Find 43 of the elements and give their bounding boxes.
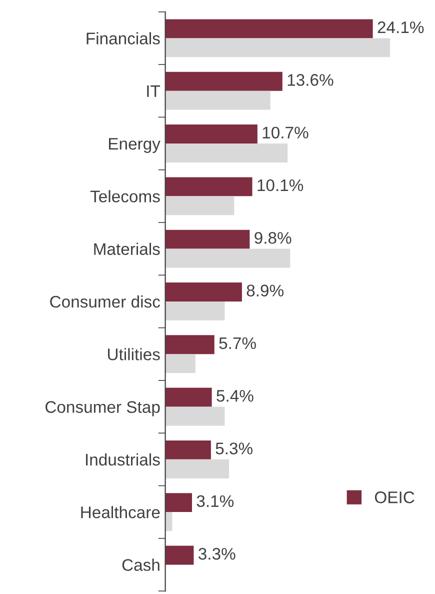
y-tick-label: Consumer disc xyxy=(50,295,160,308)
data-label: 8.9% xyxy=(246,284,284,296)
bar xyxy=(165,230,250,249)
data-label: 10.7% xyxy=(262,126,308,138)
data-label: 3.3% xyxy=(198,548,236,560)
bar xyxy=(165,38,390,58)
y-tick-label: Consumer Stap xyxy=(45,401,160,416)
data-label: 10.1% xyxy=(258,179,304,192)
bar xyxy=(165,72,282,91)
legend-label: OEIC xyxy=(374,491,414,504)
bar xyxy=(165,388,212,407)
bar xyxy=(165,196,234,216)
data-label: 13.6% xyxy=(288,74,334,86)
y-tick-label: Financials xyxy=(86,32,160,44)
y-tick-label: Industrials xyxy=(86,453,160,466)
bar xyxy=(165,282,242,302)
data-label: 5.3% xyxy=(216,442,252,454)
y-tick-label: Cash xyxy=(122,558,160,571)
bar xyxy=(165,493,192,512)
bar xyxy=(165,354,196,374)
bar xyxy=(165,144,288,162)
bar xyxy=(165,546,194,565)
bar xyxy=(165,19,373,38)
y-tick-label: IT xyxy=(147,85,160,97)
bar xyxy=(165,335,214,354)
bar xyxy=(165,124,258,144)
data-label: 24.1% xyxy=(378,21,424,34)
y-tick-label: Telecoms xyxy=(90,190,160,202)
bar xyxy=(165,440,211,460)
data-label: 5.4% xyxy=(216,390,254,402)
data-label: 5.7% xyxy=(219,337,256,350)
y-tick-label: Healthcare xyxy=(81,506,160,518)
y-tick-label: Energy xyxy=(109,138,160,153)
bar xyxy=(165,301,225,320)
y-tick-label: Utilities xyxy=(108,348,160,360)
bar xyxy=(165,90,270,110)
bar xyxy=(165,459,230,478)
bar xyxy=(165,406,225,426)
bar xyxy=(165,177,252,196)
data-label: 9.8% xyxy=(254,232,292,244)
y-tick-label: Materials xyxy=(94,242,160,256)
data-label: 3.1% xyxy=(196,495,234,508)
bar xyxy=(165,248,290,268)
